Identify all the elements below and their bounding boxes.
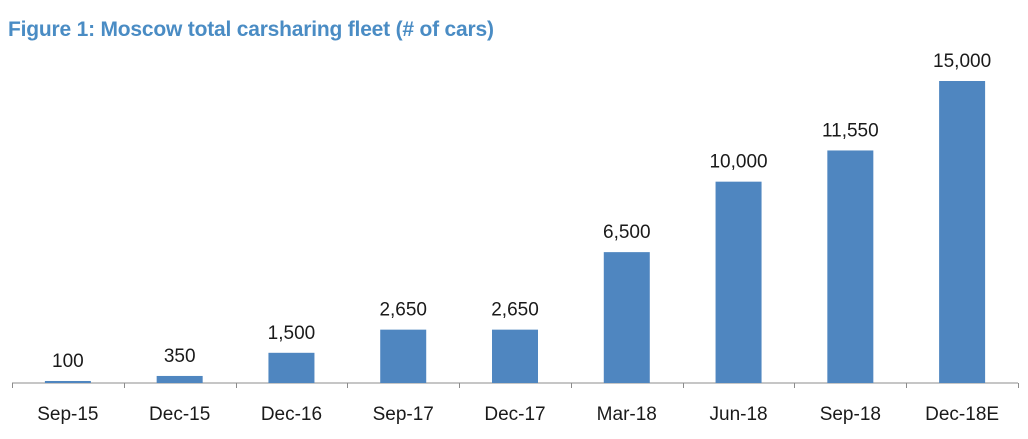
bar-dec-15 [156, 375, 203, 383]
data-label: 15,000 [933, 51, 991, 72]
x-tick-label: Mar-18 [597, 404, 657, 425]
x-tick-label: Dec-18E [925, 404, 999, 425]
data-label: 1,500 [268, 323, 316, 344]
data-label: 11,550 [822, 120, 879, 141]
data-label: 2,650 [379, 300, 427, 321]
x-tick-label: Sep-18 [820, 404, 881, 425]
x-tick-label: Sep-15 [37, 404, 98, 425]
bar-sep-15 [44, 380, 91, 383]
bar-sep-17 [380, 329, 427, 383]
data-label: 350 [164, 346, 196, 367]
x-tick-label: Sep-17 [373, 404, 434, 425]
bar-jun-18 [715, 181, 762, 383]
chart-title: Figure 1: Moscow total carsharing fleet … [8, 18, 494, 41]
bar-mar-18 [603, 252, 650, 383]
bar-sep-18 [827, 150, 874, 383]
data-label: 2,650 [491, 300, 539, 321]
x-tick-label: Dec-17 [484, 404, 545, 425]
bar-dec-16 [268, 352, 315, 383]
x-tick-label: Jun-18 [710, 404, 768, 425]
x-tick-label: Dec-15 [149, 404, 210, 425]
bar-dec-18e [939, 81, 986, 383]
x-tick-label: Dec-16 [261, 404, 322, 425]
bar-dec-17 [492, 329, 538, 383]
data-label: 100 [52, 351, 84, 372]
data-label: 6,500 [603, 222, 651, 243]
data-label: 10,000 [709, 152, 767, 173]
